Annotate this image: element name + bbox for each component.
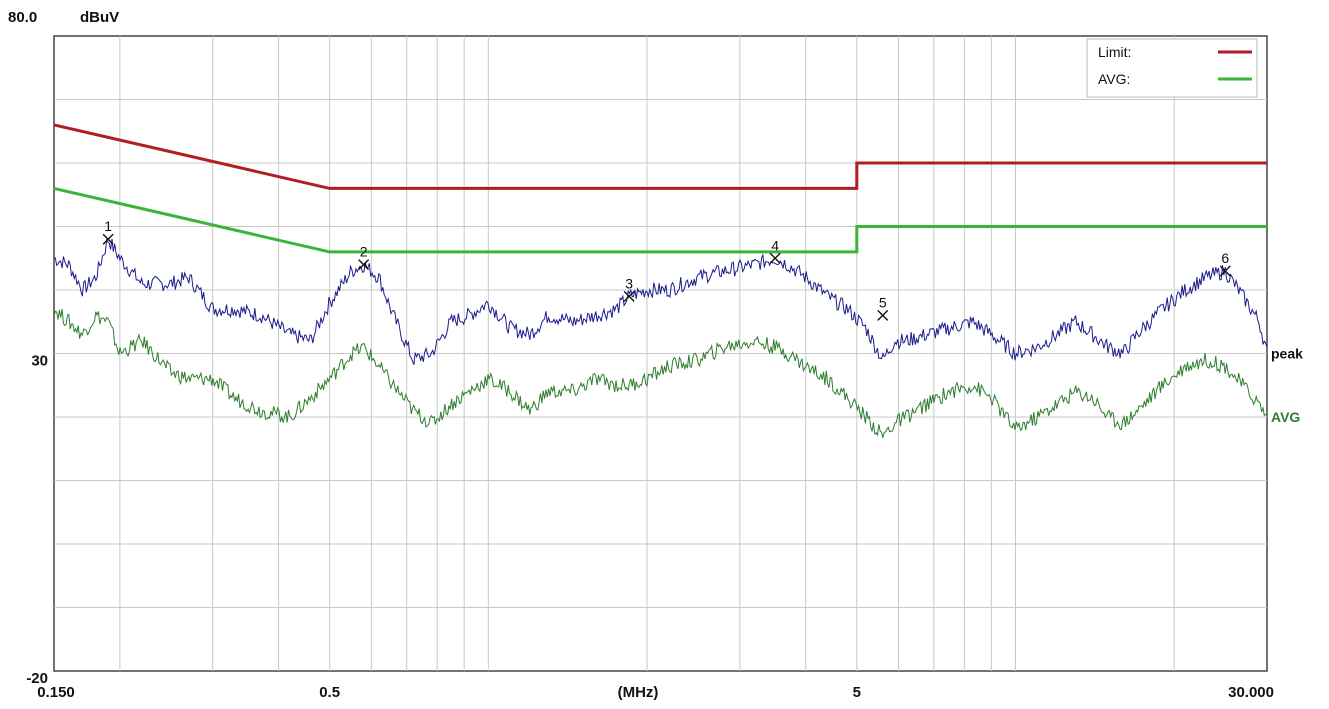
legend: Limit: AVG:	[1087, 39, 1257, 97]
legend-label-1: AVG:	[1098, 71, 1130, 87]
marker-label-4: 4	[771, 237, 779, 253]
marker-label-5: 5	[879, 294, 887, 310]
y-unit-label: dBuV	[80, 9, 119, 26]
marker-label-6: 6	[1221, 250, 1229, 266]
marker-label-3: 3	[625, 275, 633, 291]
end-label-peak: peak	[1271, 346, 1303, 362]
marker-label-1: 1	[104, 218, 112, 234]
end-label-avg: AVG	[1271, 409, 1300, 425]
series-end-labels: peak AVG	[1271, 346, 1303, 426]
x-tick-label: 0.5	[319, 684, 340, 701]
y-tick-label: 30	[31, 353, 48, 370]
x-tick-label: 5	[853, 684, 861, 701]
y-tick-labels: 80.030-20	[8, 9, 48, 687]
marker-label-2: 2	[360, 244, 368, 260]
x-tick-label: 30.000	[1228, 684, 1274, 701]
x-tick-label: 0.150	[37, 684, 75, 701]
x-tick-labels: 0.150 0.5 (MHz) 5 30.000	[37, 684, 1274, 701]
y-tick-label: 80.0	[8, 9, 37, 26]
x-axis-label: (MHz)	[618, 684, 659, 701]
legend-label-0: Limit:	[1098, 44, 1131, 60]
